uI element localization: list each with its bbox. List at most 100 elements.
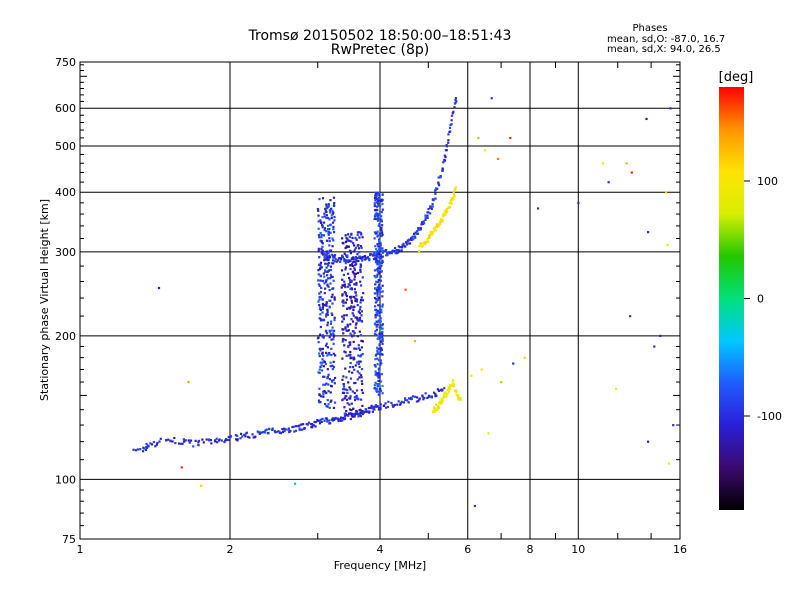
echo-point (352, 295, 356, 299)
echo-point (173, 436, 176, 440)
echo-point (326, 368, 329, 371)
echo-point (360, 411, 364, 414)
echo-point (415, 232, 418, 235)
echo-point (426, 211, 429, 214)
echo-point (348, 279, 352, 282)
echo-point (320, 420, 323, 423)
echo-point (454, 188, 457, 191)
echo-point (323, 360, 327, 364)
echo-point (319, 319, 323, 322)
echo-point (440, 398, 443, 401)
echo-point (450, 123, 453, 126)
echo-point (379, 387, 382, 391)
echo-point (353, 391, 356, 395)
echo-point (328, 299, 331, 302)
echo-point (350, 257, 353, 260)
echo-point (355, 283, 358, 286)
echo-point (344, 268, 347, 271)
echo-point (378, 287, 381, 290)
echo-point (343, 412, 346, 415)
echo-point (378, 242, 381, 245)
echo-point (395, 248, 398, 252)
echo-point (244, 435, 247, 438)
echo-point (422, 222, 426, 225)
echo-point (380, 336, 384, 339)
echo-point (359, 355, 362, 358)
echo-point (361, 404, 364, 408)
echo-point (317, 247, 320, 250)
echo-point (332, 204, 336, 208)
echo-point (452, 191, 455, 195)
echo-point (283, 427, 286, 430)
echo-point (380, 348, 383, 351)
echo-point (318, 256, 321, 259)
echo-point (322, 304, 325, 307)
echo-point (444, 155, 447, 159)
echo-point (322, 383, 325, 386)
echo-point (241, 435, 244, 438)
echo-point (319, 395, 323, 398)
echo-point (326, 375, 329, 379)
echo-point (345, 314, 348, 317)
echo-point (402, 401, 405, 404)
echo-point (379, 380, 383, 383)
echo-point (410, 396, 413, 400)
echo-point (378, 347, 381, 351)
echo-point (328, 378, 331, 381)
echo-point (434, 192, 437, 195)
echo-point (358, 308, 362, 311)
echo-point (373, 269, 377, 272)
echo-point (293, 430, 296, 433)
echo-point (356, 335, 359, 338)
echo-point (323, 252, 326, 255)
echo-point (323, 292, 326, 295)
echo-point (450, 119, 453, 122)
echo-point (459, 398, 462, 402)
echo-point (333, 298, 336, 301)
echo-point (327, 216, 330, 220)
echo-point (419, 226, 422, 230)
echo-point (358, 372, 361, 375)
echo-point (441, 167, 444, 170)
echo-point (359, 280, 362, 283)
echo-point (376, 253, 379, 256)
echo-point (426, 237, 429, 241)
echo-point (155, 443, 158, 446)
echo-point (327, 258, 330, 261)
echo-point (448, 126, 452, 130)
echo-point (349, 343, 352, 346)
echo-point (330, 354, 333, 357)
echo-point (344, 234, 347, 237)
echo-point (342, 375, 345, 378)
echo-point (435, 223, 438, 226)
echo-point (380, 308, 383, 311)
echo-point (355, 294, 358, 297)
echo-point (473, 504, 477, 508)
x-tick-label: 4 (377, 543, 384, 556)
echo-point (357, 360, 360, 363)
echo-point (325, 230, 328, 233)
echo-point (341, 237, 344, 240)
echo-point (470, 374, 473, 377)
echo-point (358, 365, 361, 369)
echo-point (287, 428, 290, 431)
echo-point (256, 430, 259, 433)
echo-point (319, 232, 322, 235)
x-tick-label: 16 (673, 543, 687, 556)
echo-point (318, 347, 321, 350)
x-axis-label: Frequency [MHz] (334, 559, 426, 572)
echo-point (381, 384, 384, 388)
echo-point (317, 209, 320, 212)
echo-point (373, 384, 376, 387)
x-tick-label: 6 (464, 543, 471, 556)
echo-point (349, 297, 352, 300)
echo-point (327, 390, 330, 393)
echo-point (427, 240, 430, 243)
echo-point (320, 240, 323, 243)
echo-point (380, 232, 384, 235)
echo-point (350, 295, 353, 298)
echo-point (197, 443, 200, 446)
echo-point (346, 254, 349, 257)
echo-point (443, 154, 446, 157)
echo-point (380, 362, 383, 365)
